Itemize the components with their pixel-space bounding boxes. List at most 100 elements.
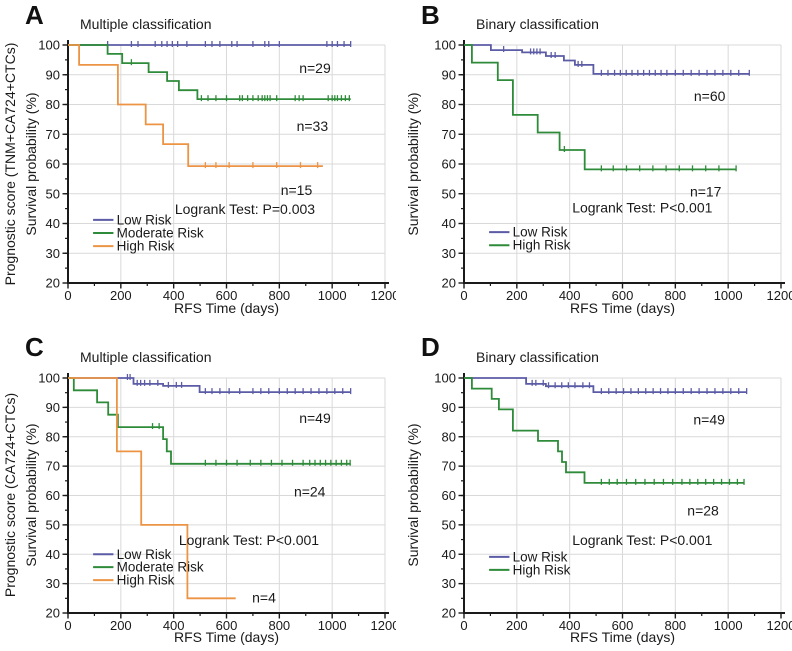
annotation-n-4: n=4 [252,589,276,605]
y-tick-label: 20 [46,276,60,291]
panel-c-xlabel: RFS Time (days) [173,629,279,645]
y-tick-label: 90 [46,67,60,82]
annotation-n-17: n=17 [690,183,722,199]
y-tick-label: 30 [442,576,456,591]
x-tick-label: 1200 [371,618,396,633]
x-tick-label: 200 [110,618,132,633]
x-tick-label: 200 [110,288,132,303]
y-tick-label: 60 [442,157,456,172]
y-tick-label: 40 [46,547,60,562]
legend-label-moderate-risk: Moderate Risk [117,226,204,241]
panel-b-letter: B [421,0,440,30]
annotation-n-49: n=49 [299,410,331,426]
y-tick-label: 90 [442,400,456,415]
x-tick-label: 400 [559,288,581,303]
x-tick-label: 600 [612,288,634,303]
logrank-label: Logrank Test: P=0.003 [175,201,315,217]
y-tick-label: 100 [434,371,456,386]
y-tick-label: 80 [442,429,456,444]
x-tick-label: 200 [506,618,528,633]
logrank-label: Logrank Test: P<0.001 [572,532,712,548]
legend-label-low-risk: Low Risk [513,549,568,564]
y-tick-label: 40 [46,216,60,231]
panel-c-title: Multiple classification [80,349,212,365]
y-tick-label: 50 [442,186,456,201]
panel-a-title: Multiple classification [80,16,212,32]
y-tick-label: 60 [46,488,60,503]
y-tick-label: 50 [442,517,456,532]
y-tick-label: 70 [442,459,456,474]
legend-label-high-risk: High Risk [513,238,571,253]
survival-curve-moderate-risk [68,44,351,100]
panel-b-title: Binary classification [476,16,599,32]
survival-curve-high-risk [68,44,323,167]
x-tick-label: 200 [506,288,528,303]
y-tick-label: 80 [442,97,456,112]
y-tick-label: 70 [46,459,60,474]
y-tick-label: 90 [442,67,456,82]
panel-b-xlabel: RFS Time (days) [569,300,675,316]
legend-label-moderate-risk: Moderate Risk [117,560,204,575]
survival-curve-high-risk [464,44,737,171]
y-tick-label: 20 [442,276,456,291]
survival-curve-low-risk [68,377,351,393]
survival-curve-high-risk [464,377,744,484]
x-tick-label: 600 [216,618,238,633]
panel-d-title: Binary classification [476,349,599,365]
x-tick-label: 1000 [318,288,347,303]
x-tick-label: 800 [664,288,686,303]
panel-d-xlabel: RFS Time (days) [569,629,675,645]
x-tick-label: 1200 [767,288,792,303]
annotation-n-15: n=15 [281,182,313,198]
panel-a-letter: A [25,0,44,30]
x-tick-label: 1200 [767,618,792,633]
y-tick-label: 70 [46,127,60,142]
panel-b: B Binary classification Survival probabi… [396,0,792,325]
panel-d-letter: D [421,332,440,362]
panel-c-plot: 0 200 400 600 800 1000 1200 20 30 40 50 60 70 80 90 100… [38,371,396,634]
annotation-n-33: n=33 [297,118,329,134]
logrank-label: Logrank Test: P<0.001 [179,532,319,548]
y-tick-label: 30 [46,576,60,591]
y-tick-label: 100 [38,38,60,53]
annotation-n-60: n=60 [694,88,726,104]
y-tick-label: 100 [434,38,456,53]
y-tick-label: 80 [46,97,60,112]
panel-a-plot: 0 200 400 600 800 1000 1200 20 30 40 50 60 70 80 90 100… [38,38,396,304]
x-tick-label: 0 [64,618,71,633]
x-tick-label: 800 [268,288,290,303]
panel-c-letter: C [25,332,44,362]
x-tick-label: 1000 [714,618,743,633]
panel-d-plot: 0 200 400 600 800 1000 1200 20 30 40 50 60 70 80 90 100… [434,371,792,634]
annotation-n-28: n=28 [687,503,719,519]
legend-label-low-risk: Low Risk [117,547,172,562]
y-tick-label: 40 [442,216,456,231]
y-tick-label: 40 [442,547,456,562]
y-tick-label: 30 [442,246,456,261]
panel-c: C Multiple classification Prognostic sco… [0,325,396,651]
annotation-n-29: n=29 [299,60,331,76]
y-tick-label: 30 [46,246,60,261]
x-tick-label: 0 [460,618,467,633]
survival-curve-high-risk [68,377,236,600]
survival-curve-low-risk [464,377,747,393]
y-tick-label: 50 [46,517,60,532]
x-tick-label: 1000 [318,618,347,633]
x-tick-label: 400 [163,618,185,633]
legend-label-high-risk: High Risk [117,239,175,254]
legend-label-high-risk: High Risk [117,573,175,588]
x-tick-label: 600 [216,288,238,303]
survival-curve-low-risk [464,44,750,75]
y-tick-label: 60 [46,157,60,172]
x-tick-label: 0 [460,288,467,303]
x-tick-label: 800 [268,618,290,633]
y-tick-label: 70 [442,127,456,142]
panel-a-xlabel: RFS Time (days) [173,300,279,316]
x-tick-label: 400 [559,618,581,633]
y-tick-label: 80 [46,429,60,444]
legend-label-low-risk: Low Risk [117,212,172,227]
annotation-n-49: n=49 [693,412,725,428]
y-tick-label: 20 [442,606,456,621]
x-tick-label: 400 [163,288,185,303]
